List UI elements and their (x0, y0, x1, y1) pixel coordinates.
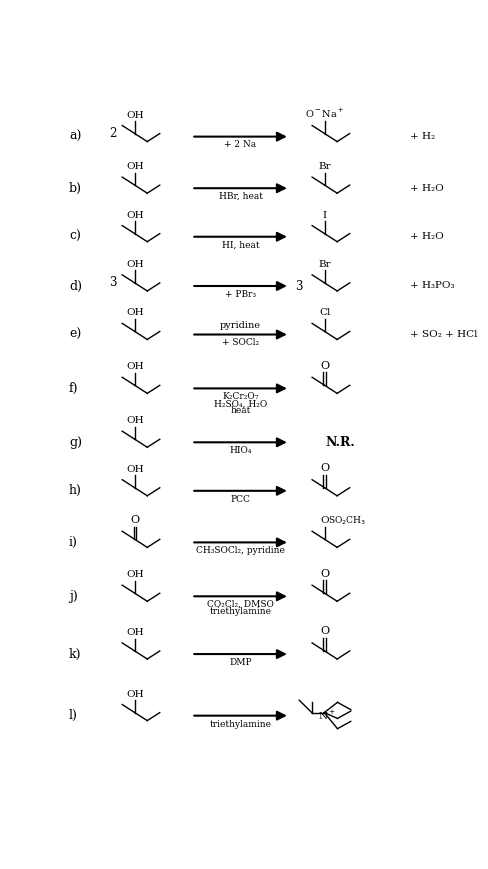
Text: + PBr₃: + PBr₃ (224, 290, 256, 299)
Text: j): j) (69, 590, 78, 603)
Text: l): l) (69, 709, 78, 722)
Text: O: O (320, 516, 328, 526)
Text: h): h) (69, 484, 81, 497)
Text: O$^-$Na$^+$: O$^-$Na$^+$ (305, 107, 344, 120)
Text: + H₂O: + H₂O (409, 183, 443, 193)
Text: i): i) (69, 536, 78, 549)
Text: O: O (320, 463, 328, 473)
Text: O: O (320, 568, 328, 579)
Text: pyridine: pyridine (220, 321, 261, 330)
Text: triethylamine: triethylamine (209, 720, 271, 728)
Text: d): d) (69, 280, 81, 293)
Text: g): g) (69, 436, 81, 448)
Text: OH: OH (126, 465, 143, 474)
Text: OH: OH (126, 260, 143, 269)
Text: a): a) (69, 130, 81, 143)
Text: H₂SO₄, H₂O: H₂SO₄, H₂O (213, 399, 266, 408)
Text: + H₂: + H₂ (409, 132, 434, 141)
Text: OH: OH (126, 308, 143, 317)
Text: heat: heat (230, 406, 250, 415)
Text: Br: Br (318, 163, 330, 171)
Text: + H₃PO₃: + H₃PO₃ (409, 282, 453, 290)
Text: k): k) (69, 647, 81, 660)
Text: OH: OH (126, 362, 143, 371)
Text: Cl: Cl (318, 308, 329, 317)
Text: PCC: PCC (230, 494, 250, 504)
Text: e): e) (69, 328, 81, 341)
Text: Br: Br (318, 260, 330, 269)
Text: CH₃SOCl₂, pyridine: CH₃SOCl₂, pyridine (196, 547, 285, 555)
Text: + SOCl₂: + SOCl₂ (222, 338, 259, 348)
Text: + 2 Na: + 2 Na (224, 141, 256, 149)
Text: O: O (320, 627, 328, 636)
Text: f): f) (69, 381, 78, 395)
Text: I: I (322, 210, 326, 220)
Text: 3: 3 (295, 280, 302, 293)
Text: + SO₂ + HCl: + SO₂ + HCl (409, 330, 476, 339)
Text: CO₂Cl₂, DMSO: CO₂Cl₂, DMSO (207, 600, 273, 609)
Text: OH: OH (126, 163, 143, 171)
Text: OH: OH (126, 628, 143, 637)
Text: K₂Cr₂O₇: K₂Cr₂O₇ (222, 392, 258, 401)
Text: 2: 2 (109, 127, 117, 140)
Text: + H₂O: + H₂O (409, 232, 443, 242)
Text: N.R.: N.R. (325, 436, 354, 448)
Text: O: O (320, 361, 328, 370)
Text: OH: OH (126, 690, 143, 699)
Text: N$^+$: N$^+$ (317, 709, 335, 722)
Text: HIO₄: HIO₄ (229, 446, 251, 455)
Text: HI, heat: HI, heat (221, 241, 259, 249)
Text: c): c) (69, 230, 81, 243)
Text: OH: OH (126, 110, 143, 120)
Text: OH: OH (126, 570, 143, 580)
Text: SO$_2$CH$_3$: SO$_2$CH$_3$ (328, 514, 366, 527)
Text: 3: 3 (109, 276, 117, 289)
Text: O: O (130, 515, 139, 526)
Text: OH: OH (126, 210, 143, 220)
Text: DMP: DMP (229, 658, 251, 667)
Text: triethylamine: triethylamine (209, 607, 271, 616)
Text: OH: OH (126, 416, 143, 425)
Text: b): b) (69, 182, 81, 195)
Text: HBr, heat: HBr, heat (218, 192, 262, 201)
